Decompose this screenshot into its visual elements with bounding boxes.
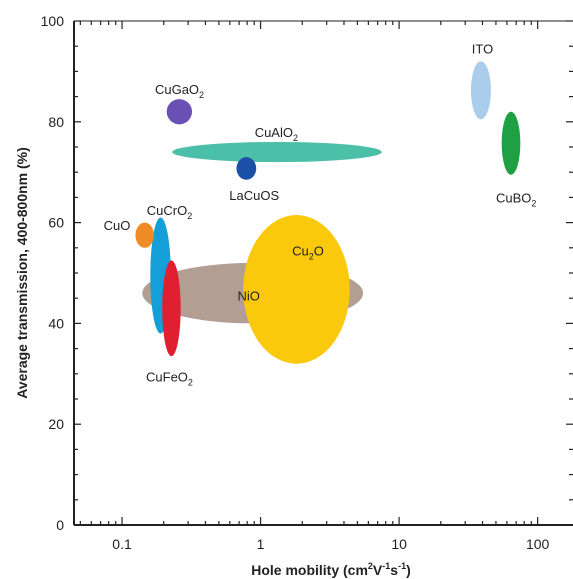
x-tick-label: 1 — [257, 536, 265, 552]
label-cufeo2: CuFeO2 — [146, 369, 193, 387]
label-ito: ITO — [472, 42, 493, 57]
label-cubo2: CuBO2 — [496, 190, 536, 208]
x-tick-label: 0.1 — [112, 536, 132, 552]
x-tick-label: 100 — [526, 536, 550, 552]
label-cuo: CuO — [104, 218, 131, 233]
y-tick-label: 0 — [56, 517, 64, 533]
region-cualo2 — [172, 141, 382, 163]
y-tick-label: 60 — [48, 215, 64, 231]
y-tick-label: 80 — [48, 114, 64, 130]
x-axis-title: Hole mobility (cm2V-1s-1) — [251, 561, 411, 578]
axes: 0 20 40 60 80 100 0.1 1 10 100 — [41, 13, 573, 552]
y-tick-label: 20 — [48, 416, 64, 432]
label-nio: NiO — [237, 289, 259, 304]
x-tick-label: 10 — [391, 536, 407, 552]
regions — [135, 61, 521, 364]
region-cubo2 — [501, 111, 521, 175]
label-cucro2: CuCrO2 — [147, 203, 192, 221]
region-cuo — [135, 222, 154, 248]
region-cugao2 — [166, 99, 193, 125]
region-cu2o — [243, 215, 350, 364]
label-cualo2: CuAlO2 — [255, 125, 298, 143]
label-lacuos: LaCuOS — [229, 188, 279, 203]
y-tick-label: 100 — [41, 13, 65, 29]
label-cu2o: Cu2O — [292, 243, 324, 261]
region-cufeo2 — [162, 260, 181, 357]
region-lacuos — [236, 157, 257, 180]
y-axis-title: Average transmission, 400-800nm (%) — [14, 147, 30, 399]
region-ito — [470, 61, 491, 120]
label-cugao2: CuGaO2 — [155, 82, 204, 100]
y-tick-label: 40 — [48, 315, 64, 331]
region-labels: NiO Cu2O CuCrO2 CuFeO2 CuO CuGaO2 CuAlO2 LaCuOS… — [104, 42, 537, 388]
